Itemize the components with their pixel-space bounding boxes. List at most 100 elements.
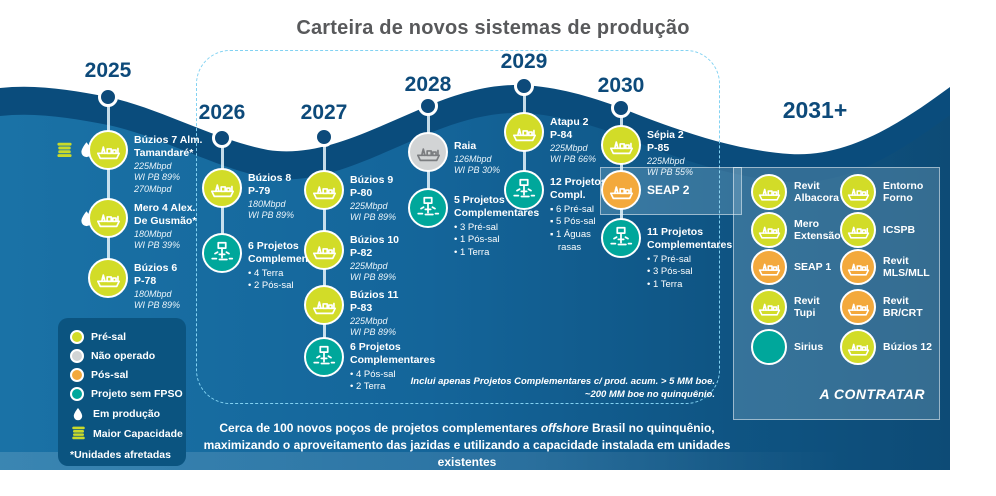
legend-item-em-producao: Em produção [70,406,176,421]
fpso-icon [512,127,536,141]
fpso-node-sepia-2 [601,125,641,165]
fpso-icon [847,263,869,276]
project-text-raia: Raia 126Mbpd WI PB 30% [454,140,501,176]
project-text-compl-2029: 12 Projetos Compl. ▪ 6 Pré-sal ▪ 5 Pós-s… [550,176,607,254]
project-text-buzios-9: Búzios 9 P-80 225Mbpd WI PB 89% [350,174,397,223]
contratar-item-seap-1: SEAP 1 [751,249,831,285]
year-label-2029: 2029 [500,50,548,73]
legend-item-presal: Pré-sal [70,330,176,344]
complementares-node-2026 [202,233,242,273]
fpso-icon [758,188,780,201]
project-text-seap-2: SEAP 2 [647,183,690,197]
footer-text-italic: offshore [540,421,589,435]
legend-item-possal: Pós-sal [70,368,176,382]
legend-footnote: *Unidades afretadas [70,449,171,461]
fpso-badge [751,174,787,210]
nao-operado-dot-icon [70,349,84,363]
project-text-buzios-8: Búzios 8 P-79 180Mbpd WI PB 89% [248,172,295,221]
fpso-node-raia [408,132,448,172]
fpso-icon [96,213,120,227]
fpso-icon [609,185,633,199]
footer-summary: Cerca de 100 novos poços de projetos com… [188,420,746,470]
complementares-node-2028 [408,188,448,228]
fpso-icon [312,300,336,314]
footer-text-1: Cerca de 100 novos poços de projetos com… [219,421,541,435]
subsea-icon [313,345,336,365]
fpso-badge [751,289,787,325]
complementares-node-2029 [504,170,544,210]
fpso-badge [840,212,876,248]
fpso-node-buzios-11 [304,285,344,325]
drop-icon [70,406,86,422]
timeline-node-2027 [314,127,334,147]
fpso-node-buzios-7 [88,130,128,170]
sem-fpso-dot-icon [70,387,84,401]
timeline-node-2028 [418,96,438,116]
fpso-badge [840,329,876,365]
fpso-icon [847,188,869,201]
subsea-icon [513,178,536,198]
complementares-node-2027 [304,337,344,377]
project-text-buzios-11: Búzios 11 P-83 225Mbpd WI PB 89% [350,289,399,338]
contratar-item-revit-albacora: Revit Albacora [751,174,839,210]
fpso-badge [840,289,876,325]
year-label-2026: 2026 [198,101,246,124]
timeline-node-2030 [611,98,631,118]
sem-fpso-badge [751,329,787,365]
fpso-icon [312,185,336,199]
fpso-node-buzios-6 [88,258,128,298]
fpso-node-mero-4 [88,198,128,238]
barrel-icon [56,142,73,159]
timeline-node-2029 [514,76,534,96]
project-text-buzios-7: Búzios 7 Alm. Tamandaré* 225Mbpd WI PB 8… [134,134,203,194]
timeline-node-2025 [98,87,118,107]
footer-text-2: Brasil no quinquênio, maximizando o apro… [203,421,731,469]
timeline-node-2026 [212,128,232,148]
year-label-2030: 2030 [597,74,645,97]
a-contratar-label: A CONTRATAR [819,386,925,402]
subsea-icon [211,241,234,261]
fpso-icon [312,245,336,259]
timeline-connector-2025 [106,97,110,278]
fpso-node-buzios-9 [304,170,344,210]
barrel-icon [70,426,86,442]
subsea-icon [417,196,440,216]
project-text-compl-2028: 5 Projetos Complementares • 3 Pré-sal • … [454,194,540,259]
fpso-icon [210,183,234,197]
fpso-badge [751,212,787,248]
fpso-badge [840,174,876,210]
fpso-icon [609,140,633,154]
fpso-badge [751,249,787,285]
fpso-badge [840,249,876,285]
page-title: Carteira de novos sistemas de produção [296,17,690,39]
project-text-mero-4: Mero 4 Alex. De Gusmão* 180Mbpd WI PB 39… [134,202,197,251]
fpso-icon [416,147,440,161]
project-text-compl-2027: 6 Projetos Complementares • 4 Pós-sal • … [350,341,436,393]
scope-note: Inclui apenas Projetos Complementares c/… [410,376,715,400]
legend-item-sem-fpso: Projeto sem FPSO [70,387,183,401]
contratar-item-icspb: ICSPB [840,212,915,248]
legend-box: Pré-sal Não operado Pós-sal Projeto sem … [58,318,186,466]
quinquennium-dashed-box [196,50,720,404]
contratar-item-revit-br-crt: Revit BR/CRT [840,289,923,325]
subsea-icon [610,226,633,246]
fpso-icon [758,303,780,316]
contratar-item-revit-mls-mll: Revit MLS/MLL [840,249,930,285]
fpso-icon [758,226,780,239]
project-text-buzios-6: Búzios 6 P-78 180Mbpd WI PB 89% [134,262,181,311]
contratar-item-entorno-forno: Entorno Forno [840,174,923,210]
fpso-icon [847,226,869,239]
legend-item-nao-operado: Não operado [70,349,176,363]
possal-dot-icon [70,368,84,382]
legend-item-maior-capacidade: Maior Capacidade [70,426,183,442]
contratar-item-mero-extensao: Mero Extensão [751,212,841,248]
fpso-icon [96,273,120,287]
fpso-node-buzios-8 [202,168,242,208]
project-text-atapu-2: Atapu 2 P-84 225Mbpd WI PB 66% [550,116,597,165]
complementares-node-2030 [601,218,641,258]
fpso-node-seap-2 [601,170,641,210]
year-label-2027: 2027 [300,101,348,124]
fpso-node-atapu-2 [504,112,544,152]
fpso-icon [758,263,780,276]
